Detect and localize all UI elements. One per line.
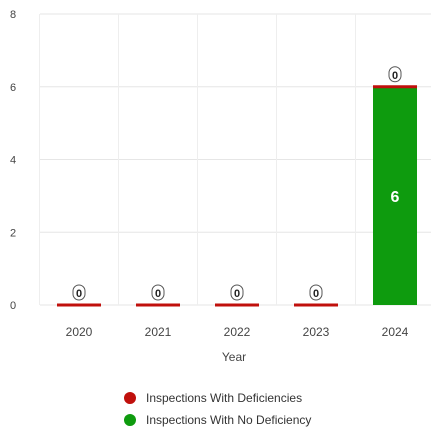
- y-tick-label: 6: [10, 82, 16, 94]
- data-label-deficiencies: 0: [234, 288, 240, 300]
- bar-deficiencies: [215, 303, 259, 307]
- x-tick-label: 2021: [145, 325, 172, 339]
- x-tick-label: 2023: [303, 325, 330, 339]
- grid-layer: [39, 13, 431, 306]
- data-label-badge: [72, 284, 86, 301]
- legend-label: Inspections With Deficiencies: [146, 391, 303, 405]
- data-label-deficiencies: 0: [155, 288, 161, 300]
- legend-label: Inspections With No Deficiency: [146, 413, 312, 427]
- data-label-deficiencies: 0: [313, 288, 319, 300]
- bar-deficiencies: [373, 85, 417, 89]
- bar-deficiencies: [57, 303, 101, 307]
- y-tick-label: 2: [10, 227, 16, 239]
- data-label-badge: [230, 284, 244, 301]
- chart-svg: 0 0 0 0 0 6 0 2 4 6 8 2020 2021 2022 2023 2024 Year: [10, 9, 431, 364]
- y-tick-label: 4: [10, 155, 16, 167]
- bar-deficiencies: [136, 303, 180, 307]
- data-label-deficiencies: 0: [392, 70, 398, 82]
- labels-layer: 0 0 0 0 0 6: [72, 66, 402, 301]
- y-tick-label: 0: [10, 300, 16, 312]
- data-label-no-deficiency: 6: [391, 189, 400, 206]
- legend-marker-green: [124, 414, 136, 426]
- y-tick-label: 8: [10, 9, 16, 21]
- data-label-badge: [309, 284, 323, 301]
- bar-deficiencies: [294, 303, 338, 307]
- legend-item-no-deficiency[interactable]: Inspections With No Deficiency: [124, 410, 311, 430]
- legend-marker-red: [124, 392, 136, 404]
- ticks-layer: 0 2 4 6 8 2020 2021 2022 2023 2024: [10, 9, 409, 339]
- data-label-badge: [388, 66, 402, 83]
- legend-item-deficiencies[interactable]: Inspections With Deficiencies: [124, 388, 302, 408]
- data-label-badge: [151, 284, 165, 301]
- bar-no-deficiency: [373, 86, 417, 305]
- bars-layer: [57, 85, 417, 307]
- data-label-deficiencies: 0: [76, 288, 82, 300]
- x-tick-label: 2022: [224, 325, 251, 339]
- x-tick-label: 2020: [66, 325, 93, 339]
- x-axis-title: Year: [222, 350, 246, 364]
- x-tick-label: 2024: [382, 325, 409, 339]
